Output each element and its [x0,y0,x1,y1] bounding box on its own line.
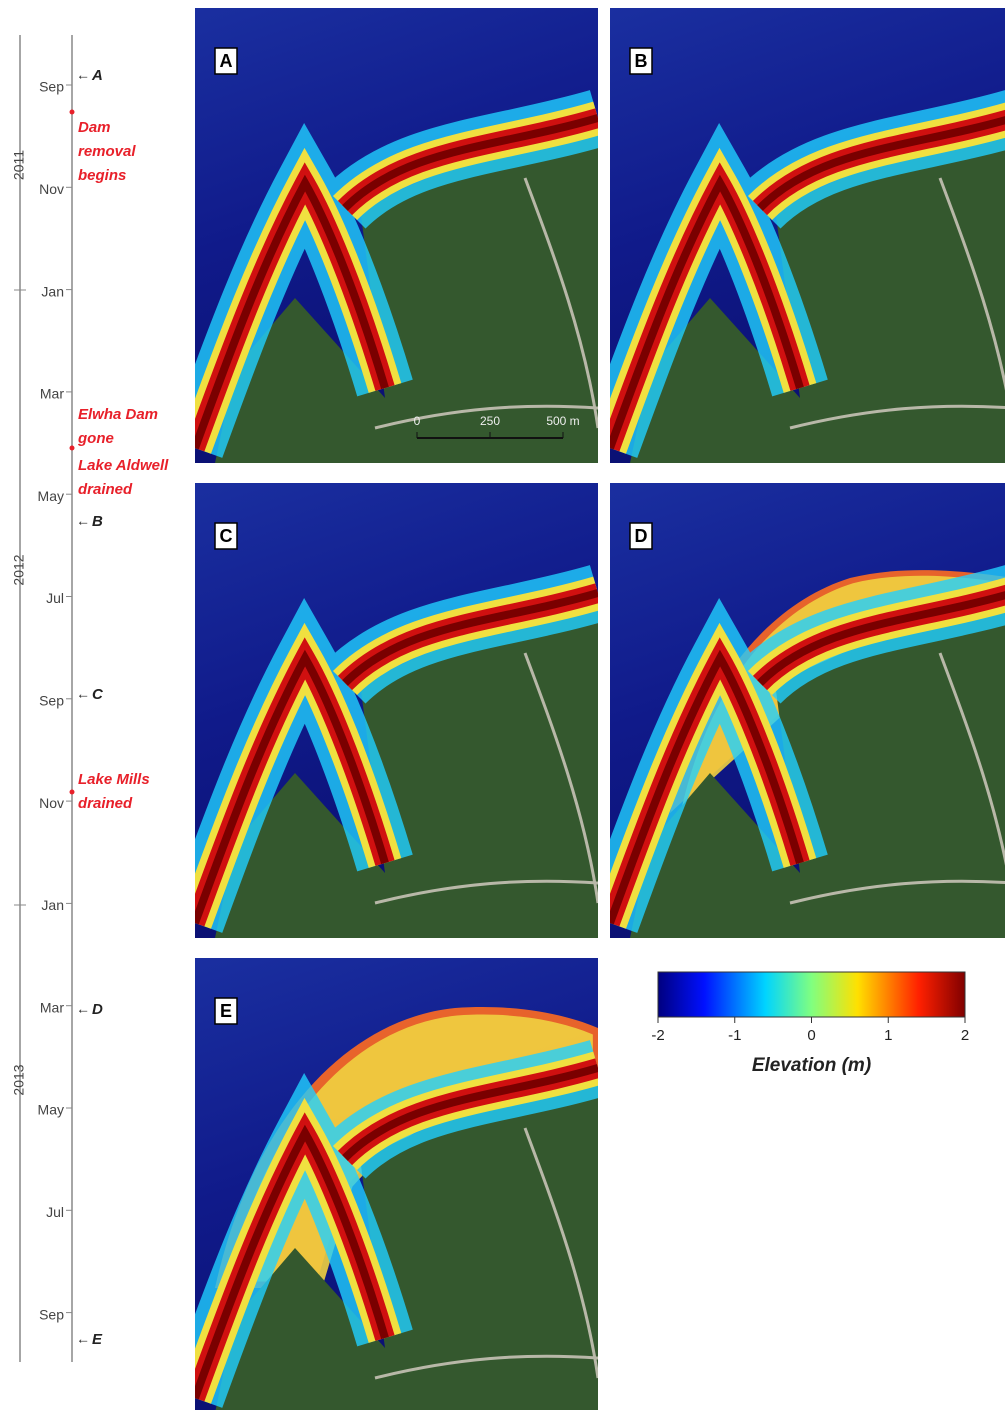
year-label: 2011 [11,150,27,180]
month-label: Jan [41,897,64,913]
colorbar-tick-label: 1 [884,1027,892,1044]
month-label: Jul [46,1204,64,1220]
month-label: Mar [40,999,64,1015]
month-label: Jul [46,590,64,606]
panel-letter: E [220,1001,232,1021]
map-panel: E [195,958,598,1410]
event-label: gone [77,430,114,447]
event-label: begins [78,167,126,184]
marker-arrow: ← [76,1331,90,1347]
marker-label: A [91,67,103,84]
map-panel: D [610,483,1005,938]
month-label: Mar [40,386,64,402]
event-label: drained [78,795,133,812]
marker-arrow: ← [76,67,90,83]
event-point [70,790,75,795]
marker-arrow: ← [76,1001,90,1017]
month-label: Nov [39,181,64,197]
year-label: 2012 [11,554,27,585]
month-label: May [38,488,64,504]
scale-label: 0 [414,414,421,428]
map-panel: B [610,8,1005,463]
marker-label: C [92,686,104,703]
figure: Sep Nov Jan Mar May Jul Sep Nov Jan Mar May Jul Sep 2… [0,0,1005,1410]
panel-letter: A [220,51,233,71]
event-point [70,110,75,115]
panel-letter: C [220,526,233,546]
event-label: Elwha Dam [78,406,158,423]
month-label: Sep [39,79,64,95]
marker-arrow: ← [76,513,90,529]
panel-letter: D [635,526,648,546]
month-label: May [38,1102,64,1118]
year-label: 2013 [11,1064,27,1095]
event-label: Lake Mills [78,771,150,788]
panel-letter: B [635,51,648,71]
marker-label: D [92,1001,103,1018]
map-panel: A 0 250 500 m [195,8,598,463]
colorbar-tick-label: -1 [728,1027,741,1044]
event-label: Dam [78,119,111,136]
colorbar [658,972,965,1017]
marker-label: E [92,1331,103,1348]
marker-arrow: ← [76,686,90,702]
scale-label: 500 m [546,414,579,428]
marker-label: B [92,513,103,530]
colorbar-tick-label: -2 [651,1027,664,1044]
map-panel: C [195,483,598,938]
colorbar-tick-label: 0 [807,1027,815,1044]
month-label: Nov [39,795,64,811]
colorbar-tick-label: 2 [961,1027,969,1044]
event-point [70,446,75,451]
colorbar-title: Elevation (m) [752,1055,871,1076]
month-label: Sep [39,1306,64,1322]
scale-label: 250 [480,414,500,428]
event-label: Lake Aldwell [78,457,169,474]
event-label: drained [78,481,133,498]
event-label: removal [78,143,136,160]
month-label: Jan [41,283,64,299]
month-label: Sep [39,693,64,709]
